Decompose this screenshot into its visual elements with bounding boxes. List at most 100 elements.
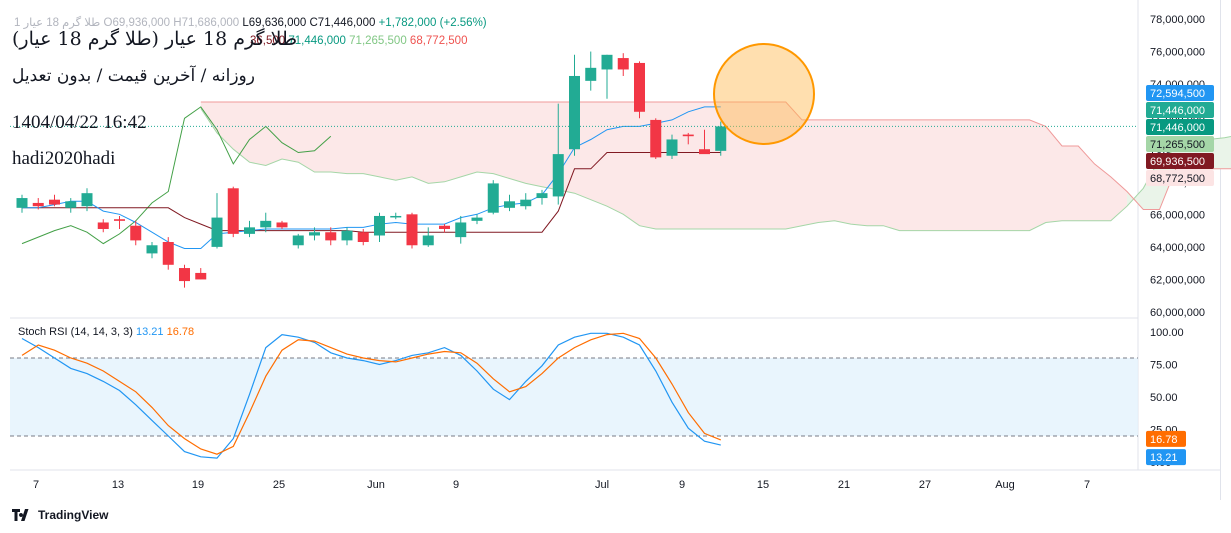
candle-body <box>504 201 515 208</box>
right-border <box>1220 0 1221 500</box>
candle-body <box>179 268 190 282</box>
candle-body <box>65 201 77 208</box>
ichimoku-base-value: 36,500 <box>250 35 286 47</box>
stoch-d-value: 16.78 <box>166 326 195 338</box>
time-tick-label: 21 <box>838 479 850 491</box>
ichimoku-lagging-span <box>21 106 332 245</box>
candle-body <box>97 222 109 229</box>
time-tick-label: 19 <box>192 479 204 491</box>
time-tick-label: Aug <box>995 479 1015 491</box>
price-tick-label: 78,000,000 <box>1150 14 1205 26</box>
time-tick-label: 7 <box>1084 479 1090 491</box>
candle-body <box>552 154 564 197</box>
chart-author: hadi2020hadi <box>12 148 116 169</box>
change-value: +1,782,000 (+2.56%) <box>378 17 487 29</box>
stoch-k-line <box>21 332 721 459</box>
candle-body <box>439 225 450 229</box>
candle-body <box>341 230 353 241</box>
brand[interactable]: TradingView <box>12 508 108 522</box>
price-label-bg <box>1146 153 1214 169</box>
candle-body <box>682 134 694 137</box>
candle-body <box>244 227 255 234</box>
ichimoku-span-a <box>200 108 1231 232</box>
stoch-legend: Stoch RSI (14, 14, 3, 3) 13.21 16.78 <box>18 326 194 338</box>
price-tick-label: 60,000,000 <box>1150 307 1205 319</box>
ichimoku-base-line <box>22 152 721 233</box>
candle-body <box>309 232 320 236</box>
stoch-tick-label: 75.00 <box>1150 360 1178 372</box>
chart-subtitle: روزانه / آخرین قیمت / بدون تعدیل <box>12 66 255 86</box>
candle-body <box>390 215 402 218</box>
brand-name: TradingView <box>38 508 109 522</box>
candle-body <box>455 222 467 238</box>
stoch-value-label: 13.21 <box>1150 452 1178 464</box>
price-tick-label: 62,000,000 <box>1150 274 1205 286</box>
candle-body <box>32 202 44 207</box>
candle-body <box>601 54 613 70</box>
stoch-value-label: 16.78 <box>1150 434 1178 446</box>
price-label-bg <box>1146 102 1214 118</box>
price-label: 68,772,500 <box>1150 173 1205 185</box>
candle-body <box>130 225 142 241</box>
close-value: C71,446,000 <box>309 17 376 29</box>
candle-body <box>487 183 499 213</box>
candle-body <box>650 119 662 158</box>
candle-body <box>374 215 385 236</box>
ichimoku-span-a-value: 71,265,500 <box>349 35 407 47</box>
candle-body <box>195 272 207 280</box>
candle-body <box>260 220 272 228</box>
price-label: 71,265,500 <box>1150 139 1205 151</box>
ichimoku-conversion-line <box>22 106 721 249</box>
ichimoku-lagging-value: 71,446,000 <box>288 35 346 47</box>
price-label-bg <box>1146 119 1214 135</box>
ichimoku-span-b <box>200 101 1231 210</box>
time-tick-label: Jun <box>367 479 385 491</box>
price-label: 71,446,000 <box>1150 105 1205 117</box>
highlight-circle <box>713 43 815 145</box>
ichimoku-values: 36,500 71,446,000 71,265,500 68,772,500 <box>250 35 467 47</box>
time-tick-label: 9 <box>679 479 685 491</box>
stoch-k-value: 13.21 <box>136 326 164 338</box>
candle-body <box>49 199 60 205</box>
time-tick-label: 25 <box>273 479 285 491</box>
candle-body <box>357 232 369 243</box>
stoch-tick-label: 50.00 <box>1150 392 1178 404</box>
tradingview-logo-icon <box>12 509 29 521</box>
time-tick-label: 27 <box>919 479 931 491</box>
candle-body <box>114 219 125 221</box>
price-label: 69,936,500 <box>1150 156 1205 168</box>
stoch-value-label-bg <box>1146 430 1186 447</box>
stoch-band-fill <box>10 358 1138 436</box>
candle-body <box>715 126 727 151</box>
candle-body <box>699 149 710 155</box>
candle-body <box>16 198 28 208</box>
time-tick-label: Jul <box>595 479 609 491</box>
price-tick-label: 66,000,000 <box>1150 209 1205 221</box>
chart-title: طلا گرم 18 عیار (طلا گرم 18 عیار) <box>12 28 298 50</box>
stoch-tick-label: 100.00 <box>1150 327 1184 339</box>
candle-body <box>325 232 337 241</box>
candle-body <box>422 235 434 246</box>
price-tick-label: 64,000,000 <box>1150 242 1205 254</box>
candle-body <box>666 139 678 156</box>
price-label: 72,594,500 <box>1150 88 1205 100</box>
stoch-value-label-bg <box>1146 449 1186 466</box>
open-value: O69,936,000 <box>103 17 171 29</box>
price-label: 71,446,000 <box>1150 122 1205 134</box>
candle-body <box>81 193 93 207</box>
candle-body <box>227 188 239 234</box>
candle-body <box>406 214 418 246</box>
stoch-d-line <box>21 332 722 455</box>
candle-body <box>276 222 288 228</box>
ichimoku-cloud <box>200 102 1231 231</box>
price-label-bg <box>1146 136 1214 152</box>
candle-body <box>536 193 548 199</box>
price-label-bg <box>1146 85 1214 101</box>
time-tick-label: 9 <box>453 479 459 491</box>
time-tick-label: 13 <box>112 479 124 491</box>
candle-body <box>520 199 532 207</box>
candle-body <box>617 58 629 70</box>
price-label-bg <box>1146 170 1214 186</box>
candle-body <box>634 62 645 112</box>
